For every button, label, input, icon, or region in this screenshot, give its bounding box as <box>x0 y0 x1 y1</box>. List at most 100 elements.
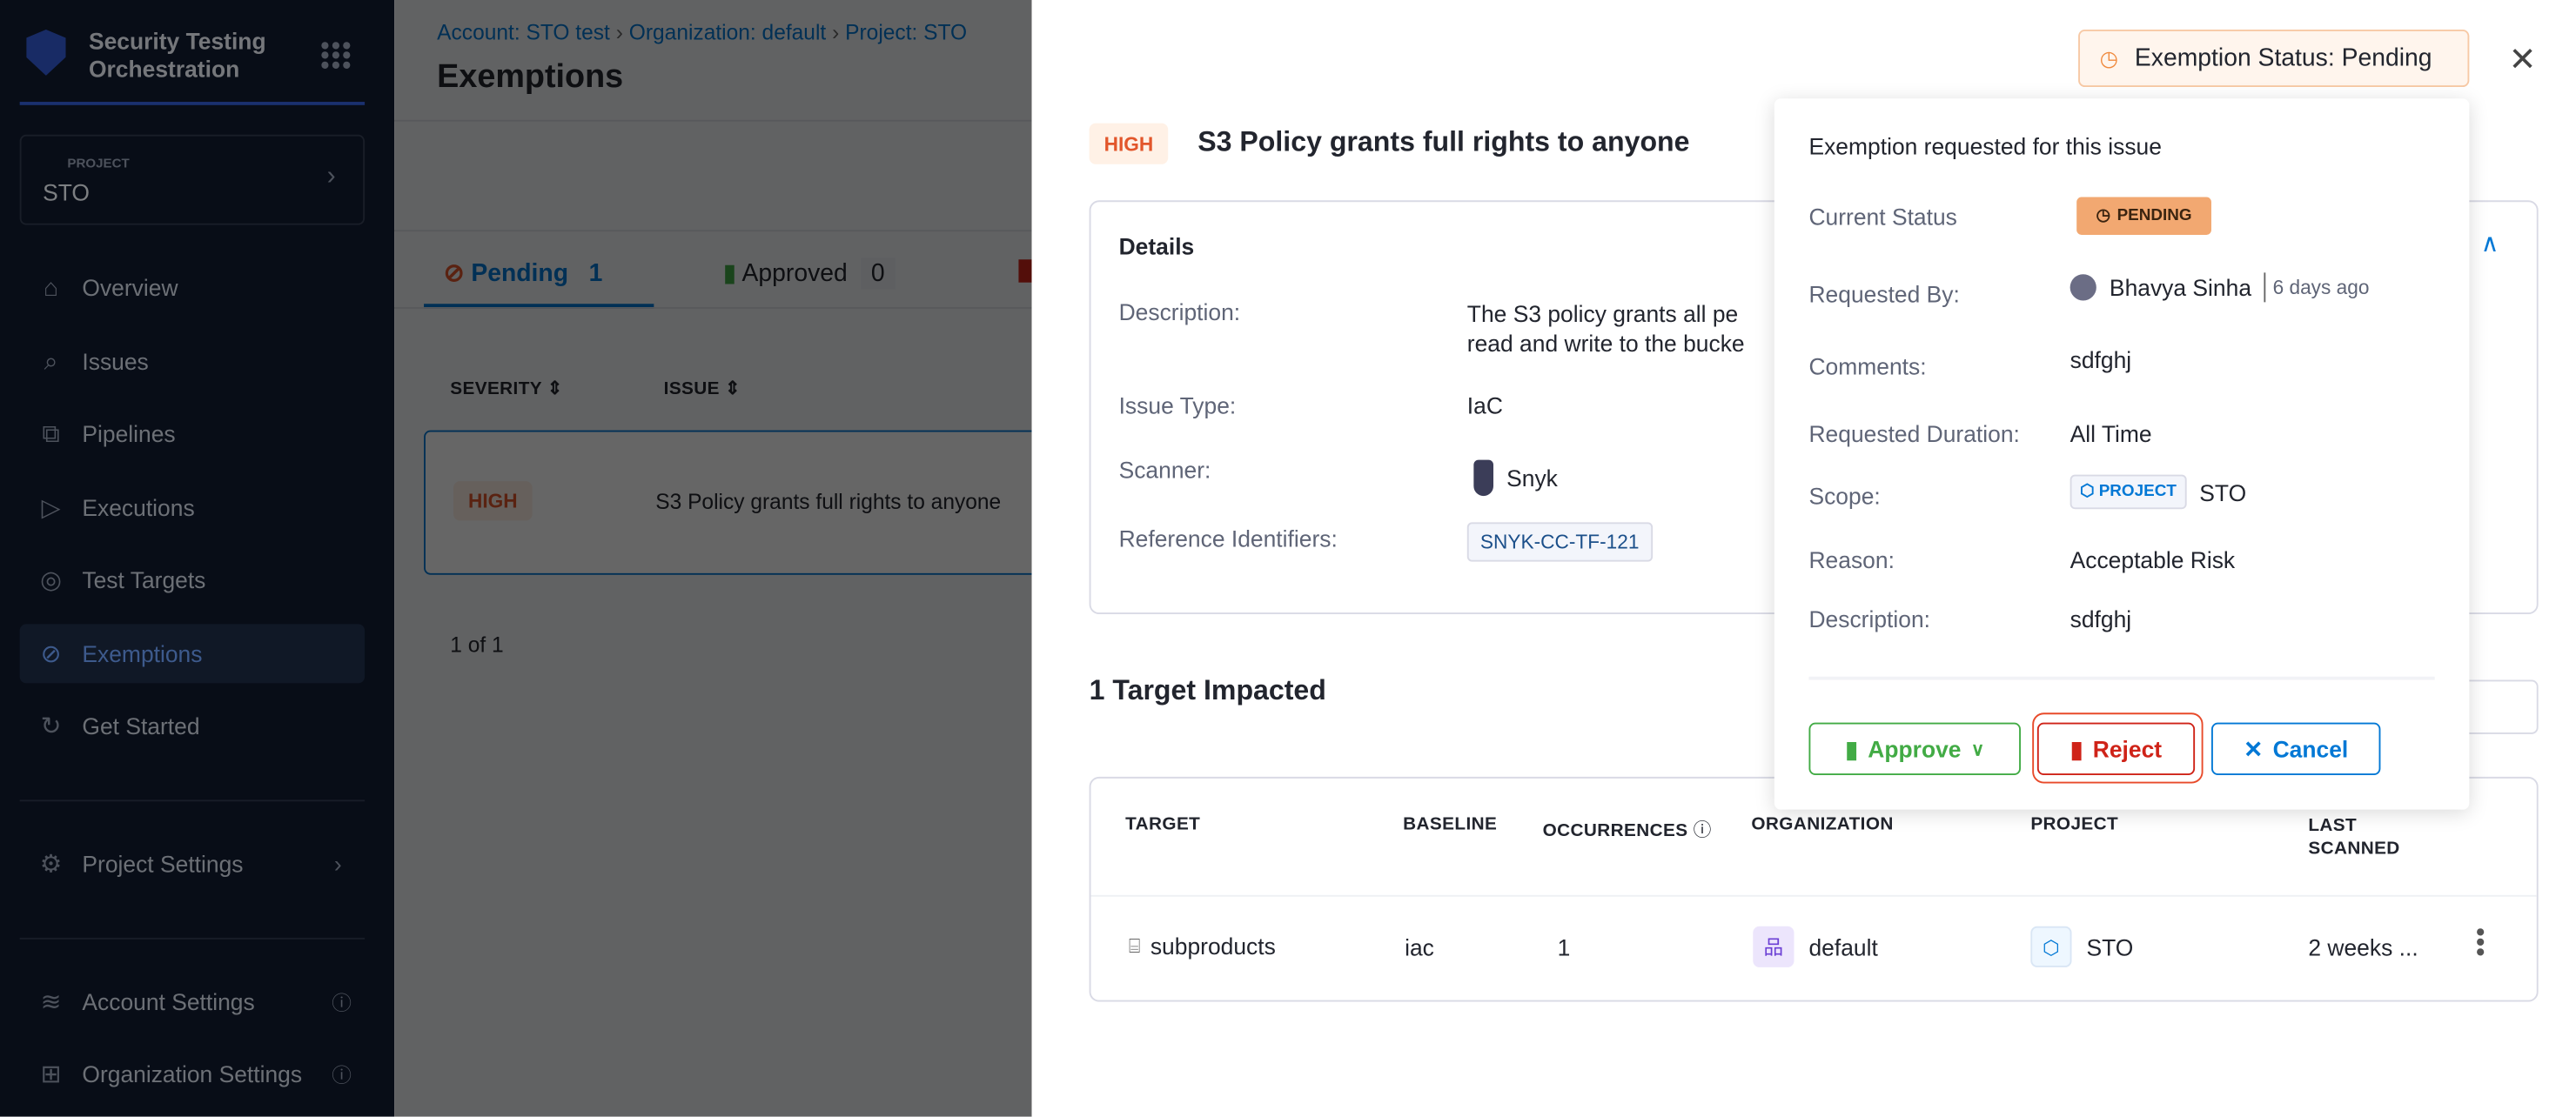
comments-value: sdfghj <box>2070 346 2132 373</box>
issue-title: S3 Policy grants full rights to anyone <box>1197 126 1690 158</box>
more-options-icon[interactable]: • • • <box>2475 920 2485 967</box>
reason-label: Reason: <box>1808 546 1895 573</box>
divider <box>19 799 366 802</box>
scope-name: STO <box>2199 478 2247 505</box>
eye-off-icon: ⊘ <box>40 640 62 669</box>
info-icon[interactable]: ⓘ <box>1693 820 1712 841</box>
table-row[interactable]: HIGH S3 Policy grants full rights to any… <box>424 430 1032 575</box>
severity-badge: HIGH <box>1089 123 1169 164</box>
sidebar-item-overview[interactable]: ⌂ Overview <box>20 258 365 317</box>
sidebar-item-label: Issues <box>82 348 149 375</box>
reject-focus-ring <box>2032 712 2204 784</box>
reject-button[interactable]: ▮ Reject <box>2036 722 2196 776</box>
description-line: The S3 policy grants all pe <box>1466 300 1739 327</box>
pipelines-icon: ⧉ <box>42 419 60 448</box>
sto-logo-icon <box>26 29 66 76</box>
target-name: subproducts <box>1150 933 1276 960</box>
tab-rejected[interactable] <box>1018 259 1032 283</box>
column-label: ISSUE <box>663 379 720 399</box>
pagination: 1 of 1 <box>450 632 504 658</box>
issue-type-value: IaC <box>1466 392 1503 419</box>
project-name: STO <box>2086 933 2134 960</box>
sidebar-item-account-settings[interactable]: ≋ Account Settings ⓘ <box>20 973 365 1032</box>
targets-table: TARGET BASELINE OCCURRENCES ⓘ ORGANIZATI… <box>1089 776 2539 1002</box>
target-cell[interactable]: ⌸ subproducts <box>1129 933 1276 959</box>
scanner-value: Snyk <box>1473 459 1558 497</box>
collapse-chevron-icon[interactable]: ∧ <box>2480 230 2499 258</box>
last-scanned-value: 2 weeks ... <box>2308 934 2418 961</box>
clock-icon: ◷ <box>2096 206 2111 225</box>
column-organization: ORGANIZATION <box>1751 814 1894 835</box>
info-icon: ⓘ <box>332 991 352 1014</box>
scanner-label: Scanner: <box>1118 456 1211 484</box>
home-icon: ⌂ <box>43 273 59 302</box>
sidebar-item-pipelines[interactable]: ⧉ Pipelines <box>20 404 365 463</box>
get-started-icon: ↻ <box>40 712 62 741</box>
module-title: Security Testing Orchestration <box>89 28 266 84</box>
exemption-status-badge: ◷ Exemption Status: Pending <box>2078 29 2470 88</box>
sidebar-item-label: Overview <box>82 274 178 301</box>
sidebar-item-issues[interactable]: ⌕ Issues <box>20 331 365 391</box>
tab-active-underline <box>424 304 654 309</box>
thumbs-up-icon: ▮ <box>722 259 737 288</box>
targets-heading: 1 Target Impacted <box>1089 674 1326 706</box>
issues-icon: ⌕ <box>44 347 58 376</box>
project-value: STO <box>43 178 90 205</box>
repository-icon: ⌸ <box>1128 933 1141 957</box>
description-label: Description: <box>1808 605 1931 632</box>
chevron-down-icon: ∨ <box>1970 739 1985 760</box>
requested-time: 6 days ago <box>2272 276 2370 299</box>
column-occurrences: OCCURRENCES ⓘ <box>1543 816 1712 842</box>
status-text: Exemption Status: Pending <box>2134 43 2432 73</box>
chevron-right-icon: › <box>326 162 336 191</box>
breadcrumb-project[interactable]: Project: STO <box>845 19 968 44</box>
sidebar-item-test-targets[interactable]: ◎ Test Targets <box>20 550 365 609</box>
apps-grid-icon[interactable]: ••• ••• ••• <box>320 32 353 81</box>
sidebar-item-label: Organization Settings <box>82 1060 303 1087</box>
cancel-button[interactable]: ✕ Cancel <box>2210 722 2381 776</box>
tab-count: 0 <box>861 258 895 290</box>
breadcrumb-account[interactable]: Account: STO test <box>437 19 610 44</box>
module-underline <box>19 102 366 105</box>
avatar <box>2070 274 2096 301</box>
sidebar-item-label: Test Targets <box>82 566 206 593</box>
comments-label: Comments: <box>1808 352 1927 380</box>
sidebar-item-exemptions[interactable]: ⊘ Exemptions <box>19 624 366 684</box>
sidebar-item-label: Executions <box>82 494 195 521</box>
column-project: PROJECT <box>2030 814 2119 835</box>
column-last-scanned: LAST SCANNED <box>2308 814 2399 860</box>
sidebar-item-executions[interactable]: ▷ Executions <box>20 478 365 537</box>
requested-by-value: Bhavya Sinha 6 days ago <box>2070 272 2370 303</box>
approve-button[interactable]: ▮ Approve ∨ <box>1808 722 2021 776</box>
requested-by-label: Requested By: <box>1808 280 1960 308</box>
organization-icon: 品 <box>1753 926 1794 967</box>
duration-value: All Time <box>2070 420 2152 447</box>
status-text: PENDING <box>2116 206 2192 225</box>
tab-label: Pending <box>471 259 569 288</box>
reference-id-tag[interactable]: SNYK-CC-TF-121 <box>1466 522 1653 562</box>
sidebar-item-project-settings[interactable]: ⚙ Project Settings › <box>20 834 365 893</box>
sidebar-item-label: Exemptions <box>82 640 203 667</box>
close-icon[interactable]: ✕ <box>2508 43 2537 79</box>
title-line: Orchestration <box>88 56 240 83</box>
tab-approved[interactable]: ▮ Approved 0 <box>722 258 895 290</box>
project-cube-icon: ⬡ <box>2079 483 2095 501</box>
column-label: SCANNED <box>2308 839 2400 859</box>
sidebar-item-organization-settings[interactable]: ⊞ Organization Settings ⓘ <box>20 1045 365 1104</box>
column-severity[interactable]: SEVERITY ⇕ <box>450 378 562 399</box>
tab-count: 1 <box>588 259 603 288</box>
tab-pending[interactable]: ⊘ Pending 1 <box>444 258 603 287</box>
scope-tag-label: PROJECT <box>2098 483 2177 501</box>
thumbs-up-icon: ▮ <box>1845 734 1858 761</box>
button-label: Approve <box>1868 735 1962 762</box>
target-icon: ◎ <box>40 566 62 595</box>
organization-name: default <box>1808 933 1878 960</box>
breadcrumb-organization[interactable]: Organization: default <box>628 19 827 44</box>
column-label: SEVERITY <box>450 379 542 399</box>
column-issue[interactable]: ISSUE ⇕ <box>664 378 741 399</box>
popover-title: Exemption requested for this issue <box>1808 132 2162 160</box>
sidebar-item-get-started[interactable]: ↻ Get Started <box>20 696 365 755</box>
project-cell: ⬡ STO <box>2030 926 2133 967</box>
divider <box>19 937 366 940</box>
project-selector[interactable]: PROJECT STO › <box>19 134 366 225</box>
